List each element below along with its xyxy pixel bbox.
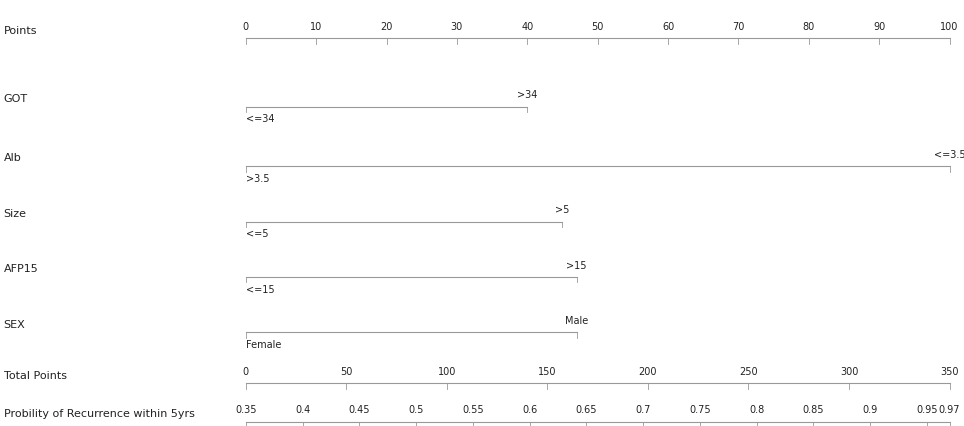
Text: 0.5: 0.5 — [409, 406, 424, 415]
Text: Total Points: Total Points — [4, 371, 67, 381]
Text: Male: Male — [565, 316, 588, 326]
Text: SEX: SEX — [4, 320, 25, 330]
Text: AFP15: AFP15 — [4, 264, 39, 274]
Text: Probility of Recurrence within 5yrs: Probility of Recurrence within 5yrs — [4, 409, 195, 419]
Text: <=5: <=5 — [246, 229, 268, 239]
Text: 0: 0 — [243, 367, 249, 377]
Text: 10: 10 — [310, 22, 322, 32]
Text: 0.45: 0.45 — [349, 406, 370, 415]
Text: 0.97: 0.97 — [939, 406, 960, 415]
Text: 0.75: 0.75 — [689, 406, 710, 415]
Text: 300: 300 — [840, 367, 858, 377]
Text: 150: 150 — [538, 367, 556, 377]
Text: 200: 200 — [639, 367, 657, 377]
Text: 0: 0 — [243, 22, 249, 32]
Text: Points: Points — [4, 26, 37, 36]
Text: 60: 60 — [662, 22, 674, 32]
Text: 0.35: 0.35 — [235, 406, 256, 415]
Text: GOT: GOT — [4, 94, 28, 104]
Text: 0.9: 0.9 — [863, 406, 877, 415]
Text: Alb: Alb — [4, 153, 21, 164]
Text: 0.85: 0.85 — [803, 406, 824, 415]
Text: 0.55: 0.55 — [462, 406, 484, 415]
Text: 0.8: 0.8 — [749, 406, 764, 415]
Text: 250: 250 — [739, 367, 758, 377]
Text: >5: >5 — [555, 205, 570, 215]
Text: 0.95: 0.95 — [916, 406, 938, 415]
Text: 100: 100 — [940, 22, 959, 32]
Text: <=34: <=34 — [246, 114, 275, 124]
Text: <=3.5: <=3.5 — [934, 150, 964, 160]
Text: 70: 70 — [733, 22, 744, 32]
Text: 350: 350 — [940, 367, 959, 377]
Text: 0.7: 0.7 — [635, 406, 651, 415]
Text: 80: 80 — [803, 22, 815, 32]
Text: >3.5: >3.5 — [246, 174, 269, 184]
Text: 0.65: 0.65 — [576, 406, 597, 415]
Text: >15: >15 — [566, 261, 587, 271]
Text: Size: Size — [4, 209, 27, 219]
Text: Female: Female — [246, 340, 281, 350]
Text: <=15: <=15 — [246, 285, 275, 294]
Text: >34: >34 — [517, 90, 538, 100]
Text: 50: 50 — [592, 22, 603, 32]
Text: 20: 20 — [381, 22, 392, 32]
Text: 100: 100 — [438, 367, 456, 377]
Text: 50: 50 — [340, 367, 353, 377]
Text: 0.4: 0.4 — [295, 406, 310, 415]
Text: 90: 90 — [873, 22, 885, 32]
Text: 40: 40 — [522, 22, 533, 32]
Text: 0.6: 0.6 — [522, 406, 537, 415]
Text: 30: 30 — [451, 22, 463, 32]
